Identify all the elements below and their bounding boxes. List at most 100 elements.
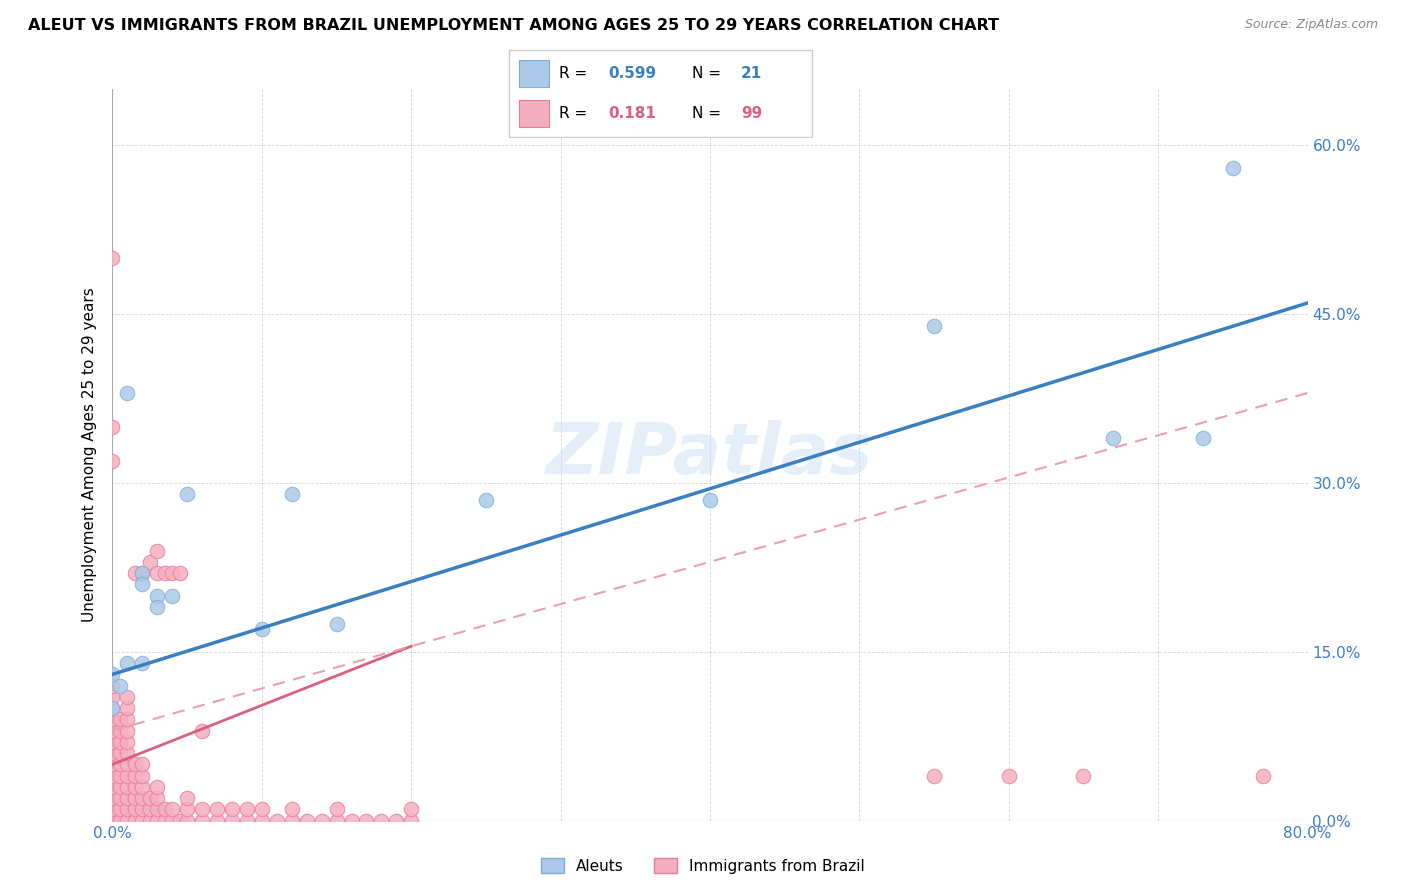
Y-axis label: Unemployment Among Ages 25 to 29 years: Unemployment Among Ages 25 to 29 years bbox=[82, 287, 97, 623]
Point bbox=[205, 814, 228, 828]
Point bbox=[131, 780, 153, 794]
Text: Source: ZipAtlas.com: Source: ZipAtlas.com bbox=[1244, 18, 1378, 31]
Point bbox=[124, 566, 146, 580]
Point bbox=[162, 589, 183, 603]
Point bbox=[922, 769, 945, 783]
Point bbox=[1251, 769, 1274, 783]
Point bbox=[191, 802, 214, 816]
Point bbox=[117, 757, 139, 772]
Point bbox=[146, 566, 169, 580]
Text: R =: R = bbox=[558, 106, 586, 120]
Bar bbox=[519, 60, 550, 87]
Point bbox=[101, 769, 124, 783]
Point bbox=[236, 814, 259, 828]
Point bbox=[922, 318, 945, 333]
Point bbox=[108, 746, 131, 760]
Point bbox=[101, 712, 124, 726]
Point bbox=[101, 453, 124, 467]
Point bbox=[101, 757, 124, 772]
Point bbox=[340, 814, 363, 828]
Point bbox=[101, 723, 124, 738]
Point bbox=[325, 814, 347, 828]
Point bbox=[101, 690, 124, 704]
Point bbox=[101, 419, 124, 434]
Point bbox=[108, 791, 131, 805]
Point bbox=[139, 791, 162, 805]
Point bbox=[131, 769, 153, 783]
Point bbox=[311, 814, 333, 828]
Text: ALEUT VS IMMIGRANTS FROM BRAZIL UNEMPLOYMENT AMONG AGES 25 TO 29 YEARS CORRELATI: ALEUT VS IMMIGRANTS FROM BRAZIL UNEMPLOY… bbox=[28, 18, 1000, 33]
Point bbox=[117, 712, 139, 726]
Point bbox=[101, 701, 124, 715]
Point bbox=[131, 791, 153, 805]
Point bbox=[117, 723, 139, 738]
Legend: Aleuts, Immigrants from Brazil: Aleuts, Immigrants from Brazil bbox=[534, 852, 872, 880]
Point bbox=[101, 679, 124, 693]
Text: 0.599: 0.599 bbox=[609, 66, 657, 80]
Point bbox=[108, 802, 131, 816]
Point bbox=[117, 814, 139, 828]
Point bbox=[124, 780, 146, 794]
Point bbox=[139, 814, 162, 828]
Point bbox=[325, 616, 347, 631]
Point bbox=[401, 814, 423, 828]
Point bbox=[1102, 431, 1125, 445]
Point bbox=[250, 814, 273, 828]
Point bbox=[131, 566, 153, 580]
Point bbox=[131, 814, 153, 828]
Point bbox=[401, 802, 423, 816]
Point bbox=[101, 802, 124, 816]
Point bbox=[176, 814, 198, 828]
Point bbox=[117, 746, 139, 760]
Point bbox=[325, 802, 347, 816]
Point bbox=[117, 791, 139, 805]
Point bbox=[108, 712, 131, 726]
Point bbox=[146, 599, 169, 614]
Point bbox=[117, 701, 139, 715]
Point bbox=[101, 251, 124, 265]
Point bbox=[108, 769, 131, 783]
Point bbox=[131, 757, 153, 772]
Point bbox=[124, 791, 146, 805]
Point bbox=[117, 386, 139, 401]
Point bbox=[117, 690, 139, 704]
Point bbox=[191, 723, 214, 738]
Point bbox=[101, 780, 124, 794]
Point bbox=[101, 667, 124, 681]
Point bbox=[266, 814, 288, 828]
Point bbox=[153, 566, 176, 580]
Point bbox=[139, 802, 162, 816]
Point bbox=[101, 814, 124, 828]
Point bbox=[146, 802, 169, 816]
Point bbox=[176, 487, 198, 501]
Point bbox=[117, 656, 139, 670]
Point bbox=[176, 791, 198, 805]
Point bbox=[124, 814, 146, 828]
Point bbox=[108, 780, 131, 794]
Text: N =: N = bbox=[692, 106, 721, 120]
Point bbox=[139, 555, 162, 569]
Point bbox=[162, 802, 183, 816]
Point bbox=[131, 802, 153, 816]
Point bbox=[131, 577, 153, 591]
Point bbox=[169, 814, 191, 828]
Text: ZIPatlas: ZIPatlas bbox=[547, 420, 873, 490]
Point bbox=[124, 802, 146, 816]
Point bbox=[1222, 161, 1244, 175]
Point bbox=[250, 623, 273, 637]
Point bbox=[146, 589, 169, 603]
Point bbox=[205, 802, 228, 816]
Point bbox=[101, 791, 124, 805]
Point bbox=[370, 814, 392, 828]
Point bbox=[169, 566, 191, 580]
Point bbox=[250, 802, 273, 816]
Point bbox=[101, 735, 124, 749]
Point bbox=[117, 769, 139, 783]
Point bbox=[998, 769, 1021, 783]
Point bbox=[108, 679, 131, 693]
Point bbox=[699, 492, 721, 507]
Text: 21: 21 bbox=[741, 66, 762, 80]
Point bbox=[356, 814, 378, 828]
Point bbox=[117, 735, 139, 749]
Point bbox=[117, 802, 139, 816]
